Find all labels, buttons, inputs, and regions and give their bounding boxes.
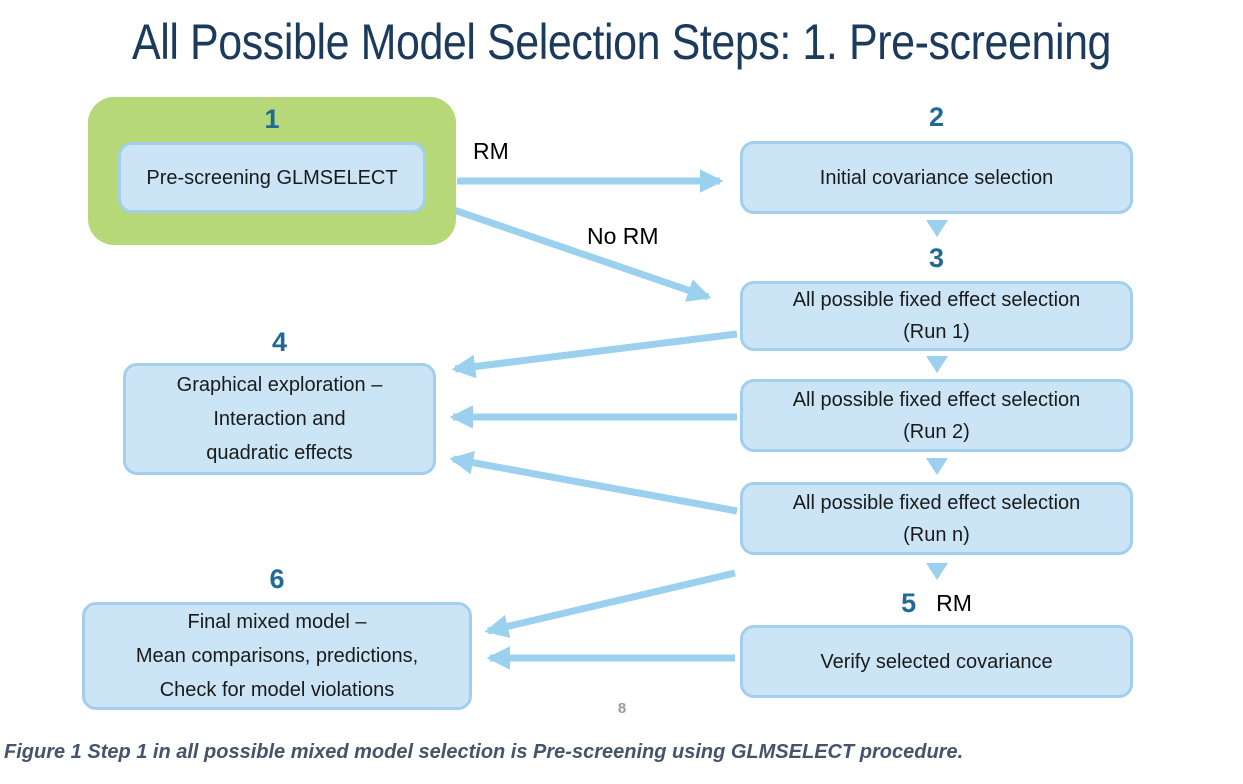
step3-run1-box: All possible fixed effect selection (Run… (740, 281, 1133, 351)
step2-box: Initial covariance selection (740, 141, 1133, 214)
runn-line1: All possible fixed effect selection (792, 491, 1081, 514)
step6-line2: Mean comparisons, predictions, (135, 645, 419, 667)
step6-number: 6 (269, 564, 285, 594)
run1-line2: (Run 1) (903, 321, 970, 343)
step4-box: Graphical exploration – Interaction and … (123, 363, 436, 475)
step3-number: 3 (928, 243, 945, 273)
step5-header: 5 RM (740, 588, 1133, 618)
step2-label: Initial covariance selection (819, 166, 1054, 189)
figure-caption: Figure 1 Step 1 in all possible mixed mo… (4, 741, 964, 763)
step4-line3: quadratic effects (206, 442, 353, 464)
arrow-run1-to-step4 (451, 330, 738, 379)
step3-run2-box: All possible fixed effect selection (Run… (740, 379, 1133, 452)
step3-runn-box: All possible fixed effect selection (Run… (740, 482, 1133, 555)
arrow-runn-to-step4 (449, 450, 738, 515)
step6-box: Final mixed model – Mean comparisons, pr… (82, 602, 472, 710)
run1-line1: All possible fixed effect selection (792, 289, 1081, 311)
edge-label-rm: RM (473, 138, 509, 164)
arrow-step1-to-run1 (446, 204, 712, 302)
step4-line1: Graphical exploration – (176, 374, 383, 396)
down-arrow-runn-to-step5 (926, 563, 948, 580)
step5-label: Verify selected covariance (820, 650, 1053, 673)
step4-line2: Interaction and (213, 408, 346, 430)
arrow-runn-to-step6 (484, 569, 736, 638)
down-arrow-run1-to-run2 (926, 356, 948, 373)
step6-line1: Final mixed model – (187, 611, 367, 633)
step4-number: 4 (271, 327, 288, 357)
run2-line2: (Run 2) (903, 420, 970, 443)
down-arrow-step2-to-3 (926, 220, 948, 237)
page-number: 8 (617, 700, 627, 717)
run2-line1: All possible fixed effect selection (792, 388, 1081, 411)
edge-label-no-rm: No RM (587, 223, 659, 249)
step5-box: Verify selected covariance (740, 625, 1133, 698)
step2-number: 2 (928, 102, 945, 132)
step1-label: Pre-screening GLMSELECT (146, 166, 398, 189)
step5-rm-annotation: RM (936, 589, 972, 616)
down-arrow-run2-to-runn (926, 458, 948, 475)
runn-line2: (Run n) (903, 523, 970, 546)
step1-number: 1 (264, 104, 280, 134)
step6-line3: Check for model violations (159, 679, 395, 701)
slide-title: All Possible Model Selection Steps: 1. P… (131, 14, 1112, 70)
step5-number: 5 (901, 587, 917, 618)
step1-box: Pre-screening GLMSELECT (118, 142, 426, 213)
